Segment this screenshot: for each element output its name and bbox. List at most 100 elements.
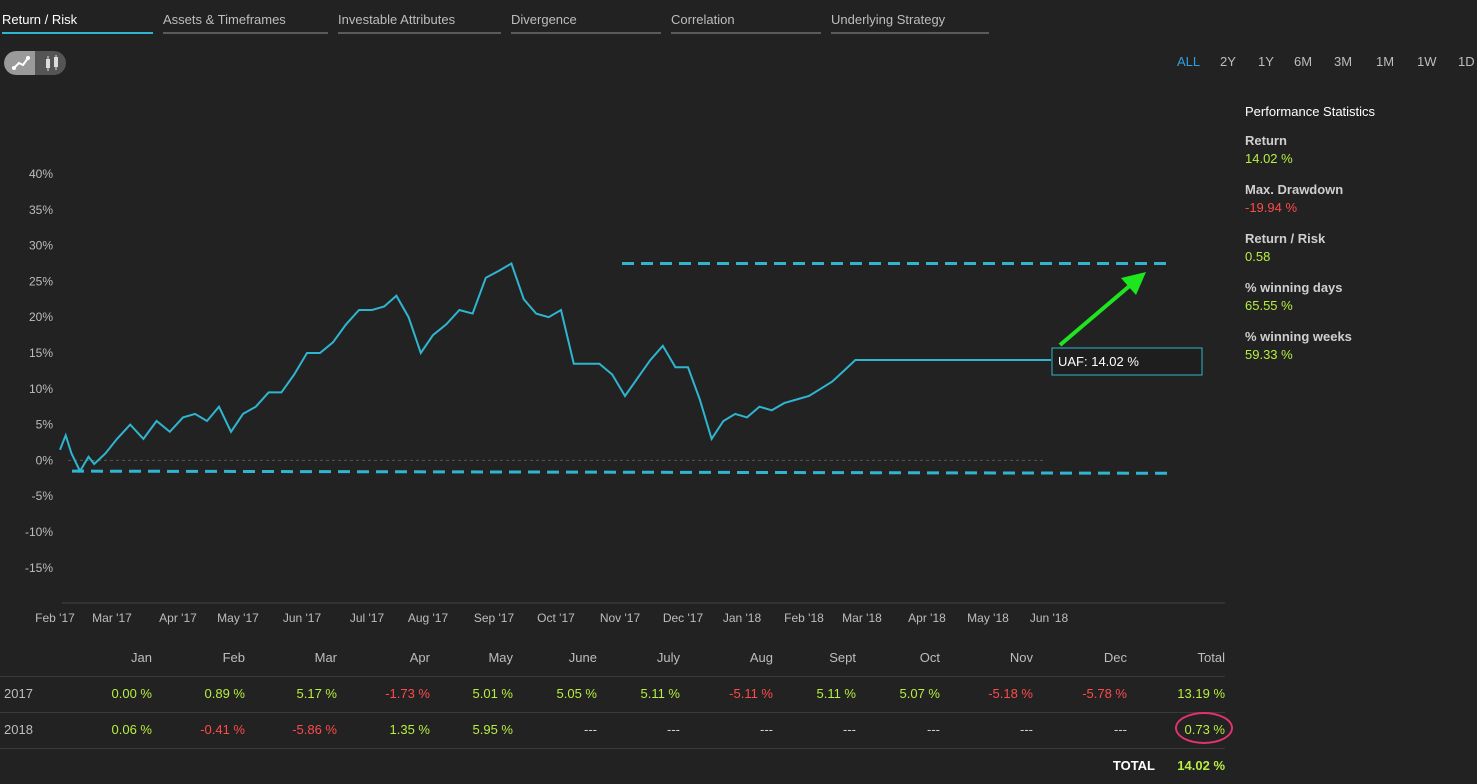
column-header-feb: Feb bbox=[222, 650, 245, 665]
range-2y[interactable]: 2Y bbox=[1220, 54, 1236, 69]
stat-return-risk-label: Return / Risk bbox=[1245, 231, 1326, 246]
x-tick-label: Jun '17 bbox=[283, 611, 322, 625]
tab-underlying-strategy[interactable]: Underlying Strategy bbox=[831, 12, 989, 34]
y-tick-label: -15% bbox=[25, 561, 53, 575]
y-tick-label: 0% bbox=[36, 453, 54, 467]
stat-winning-days-value: 65.55 % bbox=[1245, 298, 1293, 313]
table-cell: --- bbox=[1114, 722, 1127, 737]
table-cell: -0.41 % bbox=[200, 722, 245, 737]
candlestick-icon bbox=[46, 55, 58, 71]
table-cell: 5.11 % bbox=[640, 686, 680, 701]
tab-divergence[interactable]: Divergence bbox=[511, 12, 661, 34]
range-1d[interactable]: 1D bbox=[1458, 54, 1475, 69]
performance-statistics: Performance Statistics Return 14.02 % Ma… bbox=[1245, 104, 1465, 378]
tooltip: UAF: 14.02 % bbox=[1051, 347, 1203, 376]
table-cell: 5.95 % bbox=[472, 722, 513, 737]
table-row: 2017 0.00 % 0.89 % 5.17 % -1.73 % 5.01 % 5.05… bbox=[0, 676, 1225, 713]
range-selector: ALL 2Y 1Y 6M 3M 1M 1W 1D bbox=[1160, 54, 1477, 72]
range-6m[interactable]: 6M bbox=[1294, 54, 1313, 69]
x-tick-label: Feb '17 bbox=[35, 611, 75, 625]
table-cell: 5.11 % bbox=[816, 686, 856, 701]
y-tick-label: -5% bbox=[32, 489, 54, 503]
table-cell: 13.19 % bbox=[1177, 686, 1225, 701]
y-tick-label: 30% bbox=[29, 239, 53, 253]
column-header-nov: Nov bbox=[1009, 650, 1033, 665]
tab-return-risk[interactable]: Return / Risk bbox=[2, 12, 153, 34]
tab-assets-timeframes[interactable]: Assets & Timeframes bbox=[163, 12, 328, 34]
x-tick-label: Mar '17 bbox=[92, 611, 132, 625]
y-tick-label: 20% bbox=[29, 310, 53, 324]
range-3m[interactable]: 3M bbox=[1334, 54, 1353, 69]
tab-investable-attributes[interactable]: Investable Attributes bbox=[338, 12, 501, 34]
table-cell: --- bbox=[584, 722, 597, 737]
table-cell: 5.07 % bbox=[899, 686, 940, 701]
max-drawdown-line bbox=[71, 469, 1171, 475]
column-header-july: July bbox=[656, 650, 680, 665]
stat-drawdown-value: -19.94 % bbox=[1245, 200, 1298, 215]
y-tick-label: 5% bbox=[36, 418, 54, 432]
x-tick-label: Jan '18 bbox=[723, 611, 762, 625]
stat-winning-weeks-value: 59.33 % bbox=[1245, 347, 1293, 362]
column-header-sept: Sept bbox=[829, 650, 856, 665]
table-header-row: Jan Feb Mar Apr May June July Aug Sept Oct Nov Dec T… bbox=[0, 640, 1225, 677]
x-tick-label: May '17 bbox=[217, 611, 259, 625]
table-cell: 0.06 % bbox=[111, 722, 152, 737]
column-header-total: Total bbox=[1197, 650, 1225, 665]
x-tick-label: Sep '17 bbox=[474, 611, 515, 625]
table-cell: 0.00 % bbox=[111, 686, 152, 701]
annotation-arrow bbox=[1058, 272, 1146, 347]
x-axis: Feb '17 Mar '17 Apr '17 May '17 Jun '17 Jul '… bbox=[35, 611, 1068, 625]
total-value: 14.02 % bbox=[1177, 758, 1225, 773]
stats-title: Performance Statistics bbox=[1245, 104, 1376, 119]
x-tick-label: Oct '17 bbox=[537, 611, 575, 625]
stat-winning-weeks-label: % winning weeks bbox=[1245, 329, 1352, 344]
stat-return-risk-value: 0.58 bbox=[1245, 249, 1271, 264]
tab-correlation[interactable]: Correlation bbox=[671, 12, 821, 34]
row-year: 2017 bbox=[4, 686, 33, 701]
table-cell: -5.11 % bbox=[729, 686, 773, 701]
stat-return-label: Return bbox=[1245, 133, 1287, 148]
y-tick-label: -10% bbox=[25, 525, 53, 539]
range-1w[interactable]: 1W bbox=[1417, 54, 1437, 69]
column-header-mar: Mar bbox=[314, 650, 337, 665]
total-label: TOTAL bbox=[1112, 758, 1155, 773]
stat-winning-days-label: % winning days bbox=[1245, 280, 1343, 295]
stat-return-value: 14.02 % bbox=[1245, 151, 1293, 166]
range-1m[interactable]: 1M bbox=[1376, 54, 1395, 69]
return-chart[interactable]: 40% 35% 30% 25% 20% 15% 10% 5% 0% -5% -10% -15% Feb… bbox=[0, 150, 1230, 630]
table-cell: --- bbox=[667, 722, 680, 737]
range-1y[interactable]: 1Y bbox=[1258, 54, 1274, 69]
table-cell: --- bbox=[843, 722, 856, 737]
y-axis: 40% 35% 30% 25% 20% 15% 10% 5% 0% -5% -10% -15% bbox=[25, 167, 53, 575]
column-header-may: May bbox=[488, 650, 513, 665]
line-chart-icon bbox=[12, 55, 58, 71]
chart-type-toggle[interactable] bbox=[4, 51, 66, 75]
y-tick-label: 15% bbox=[29, 346, 53, 360]
x-tick-label: Feb '18 bbox=[784, 611, 824, 625]
x-tick-label: Jun '18 bbox=[1030, 611, 1069, 625]
table-cell: --- bbox=[927, 722, 940, 737]
x-tick-label: Nov '17 bbox=[600, 611, 641, 625]
range-all[interactable]: ALL bbox=[1177, 54, 1201, 69]
table-cell: -5.18 % bbox=[988, 686, 1033, 701]
x-tick-label: Apr '17 bbox=[159, 611, 197, 625]
x-tick-label: Apr '18 bbox=[908, 611, 946, 625]
highlight-circle bbox=[1175, 712, 1233, 744]
x-tick-label: Jul '17 bbox=[350, 611, 385, 625]
table-cell: --- bbox=[760, 722, 773, 737]
column-header-dec: Dec bbox=[1103, 650, 1127, 665]
table-cell: -5.78 % bbox=[1082, 686, 1127, 701]
stat-drawdown-label: Max. Drawdown bbox=[1245, 182, 1344, 197]
table-row: 2018 0.06 % -0.41 % -5.86 % 1.35 % 5.95 % ---… bbox=[0, 712, 1225, 749]
row-year: 2018 bbox=[4, 722, 33, 737]
table-cell: 5.01 % bbox=[472, 686, 513, 701]
table-cell: --- bbox=[1020, 722, 1033, 737]
x-tick-label: May '18 bbox=[967, 611, 1009, 625]
column-header-oct: Oct bbox=[919, 650, 940, 665]
candlestick-button[interactable] bbox=[35, 51, 66, 75]
y-tick-label: 35% bbox=[29, 203, 53, 217]
tab-bar: Return / Risk Assets & Timeframes Invest… bbox=[0, 0, 1000, 36]
table-total-row: TOTAL 14.02 % bbox=[0, 748, 1225, 784]
table-cell: 5.17 % bbox=[296, 686, 337, 701]
y-tick-label: 10% bbox=[29, 382, 53, 396]
